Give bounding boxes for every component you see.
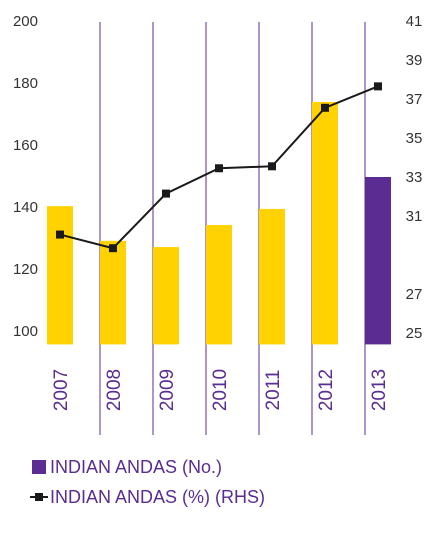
x-tick-label: 2008 (104, 369, 125, 411)
bar (365, 177, 391, 345)
legend-label: INDIAN ANDAS (No.) (50, 457, 223, 477)
legend-swatch (32, 460, 46, 474)
line-marker (109, 244, 117, 253)
legend: INDIAN ANDAS (No.) INDIAN ANDAS (%) (RHS) (30, 455, 270, 515)
x-tick-label: 2013 (369, 369, 390, 411)
bar (259, 208, 285, 345)
line-marker (162, 189, 170, 198)
y2-tick-label: 25 (406, 325, 423, 342)
y2-tick-label: 39 (406, 52, 423, 69)
x-tick-label: 2012 (316, 369, 337, 411)
bar (206, 225, 232, 345)
line-marker (268, 162, 276, 171)
y-tick-label: 140 (13, 199, 38, 216)
legend-item: INDIAN ANDAS (No.) (30, 455, 270, 479)
line-marker (321, 103, 329, 112)
plot: 100 120 140 160 180 200 25 27 31 33 35 37 39 41 2007 20… (13, 13, 423, 435)
x-tick-label: 2007 (51, 369, 72, 411)
y2-tick-label: 37 (406, 91, 423, 108)
legend-label: INDIAN ANDAS (%) (RHS) (50, 487, 266, 507)
x-tick-label: 2010 (210, 369, 231, 411)
y-tick-label: 200 (13, 13, 38, 30)
line-marker (56, 230, 64, 239)
y-tick-label: 120 (13, 261, 38, 278)
x-tick-label: 2009 (157, 369, 178, 411)
bar (312, 101, 338, 345)
y2-tick-label: 35 (406, 130, 423, 147)
y-tick-label: 180 (13, 75, 38, 92)
x-tick-label: 2011 (263, 370, 284, 411)
legend-item: INDIAN ANDAS (%) (RHS) (30, 485, 270, 509)
y2-tick-label: 31 (406, 208, 423, 225)
bar (47, 206, 73, 345)
y2-tick-label: 27 (406, 286, 423, 303)
y-tick-label: 160 (13, 137, 38, 154)
line-marker (215, 164, 223, 173)
y2-tick-label: 33 (406, 169, 423, 186)
bar (100, 240, 126, 345)
bar (153, 247, 179, 345)
line-marker (374, 82, 382, 91)
y-tick-label: 100 (13, 323, 38, 340)
legend-swatch (30, 485, 48, 509)
y2-tick-label: 41 (406, 13, 423, 30)
